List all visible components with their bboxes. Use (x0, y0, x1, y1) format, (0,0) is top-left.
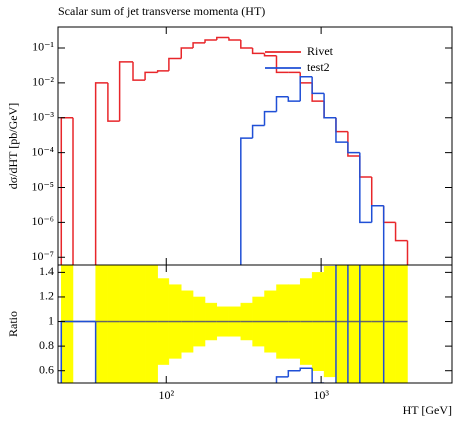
histogram-step (94, 82, 108, 265)
y-axis-label: dσ/dHT [pb/GeV] (6, 103, 20, 190)
histogram-step (168, 57, 182, 71)
histogram-step (251, 47, 265, 55)
histogram-step (370, 204, 384, 223)
histogram-step (299, 72, 313, 84)
histogram-step (335, 117, 348, 133)
histogram-step (118, 61, 134, 122)
histogram-step (311, 368, 325, 383)
histogram-step (263, 110, 277, 126)
histogram-step (263, 53, 277, 57)
histogram-step (60, 117, 74, 265)
x-axis-label: HT [GeV] (403, 403, 452, 417)
histogram-step (144, 71, 158, 81)
histogram-step (382, 205, 396, 224)
x-tick-label: 10³ (313, 388, 329, 402)
histogram-step (216, 36, 229, 40)
y-tick-label: 1.2 (39, 289, 54, 303)
main-frame (57, 26, 453, 266)
histogram-step (323, 101, 336, 119)
histogram-step (251, 124, 265, 139)
ratio-frame (57, 264, 453, 384)
axes: 10⁻¹ 10⁻² 10⁻³ 10⁻⁴ 10⁻⁵ 10⁻⁶ 10⁻⁷ Rivet test2 0.… (31, 26, 453, 402)
histogram-step (311, 82, 325, 102)
histogram-step (335, 265, 337, 383)
histogram-step (311, 76, 325, 95)
histogram-step (275, 376, 289, 383)
ratio-axis-label: Ratio (6, 311, 20, 337)
histogram-step (192, 42, 206, 48)
histogram-step (180, 47, 194, 59)
histogram-step (275, 96, 289, 112)
legend-label: test2 (307, 60, 330, 74)
histogram-step (240, 39, 253, 49)
ratio-plot (60, 265, 408, 383)
histogram-step (132, 61, 146, 81)
histogram-step (359, 156, 372, 178)
histogram-step (347, 131, 360, 157)
x-tick-label: 10² (158, 388, 174, 402)
y-tick-label: 0.6 (39, 362, 54, 376)
y-tick-label: 10⁻² (32, 75, 54, 89)
histogram-step (228, 37, 241, 41)
histogram-step (299, 367, 313, 371)
histogram-step (204, 39, 217, 43)
histogram-step (107, 82, 120, 122)
histogram-step (323, 93, 336, 119)
chart-title: Scalar sum of jet transverse momenta (HT… (58, 4, 265, 18)
y-tick-label: 10⁻¹ (32, 40, 54, 54)
histogram-step (156, 70, 169, 73)
histogram-step (287, 96, 301, 102)
legend-label: Rivet (307, 44, 334, 58)
histogram-step (275, 55, 289, 74)
y-tick-label: 0.8 (39, 338, 54, 352)
y-tick-label: 1.4 (39, 264, 54, 278)
histogram-step (359, 152, 372, 224)
histogram-step (370, 177, 384, 207)
y-tick-label: 1 (48, 313, 54, 327)
histogram-step (287, 369, 301, 377)
y-tick-label: 10⁻³ (32, 110, 54, 124)
histogram-step (359, 265, 361, 383)
histogram-step (335, 117, 348, 143)
histogram-step (240, 137, 253, 265)
y-tick-label: 10⁻⁷ (31, 249, 54, 263)
main-plot (60, 36, 409, 265)
y-tick-label: 10⁻⁶ (31, 214, 54, 228)
y-tick-label: 10⁻⁴ (31, 144, 54, 158)
histogram-step (347, 142, 360, 154)
histogram-step (394, 222, 408, 242)
histogram-step (299, 75, 313, 102)
y-tick-label: 10⁻⁵ (31, 179, 54, 193)
